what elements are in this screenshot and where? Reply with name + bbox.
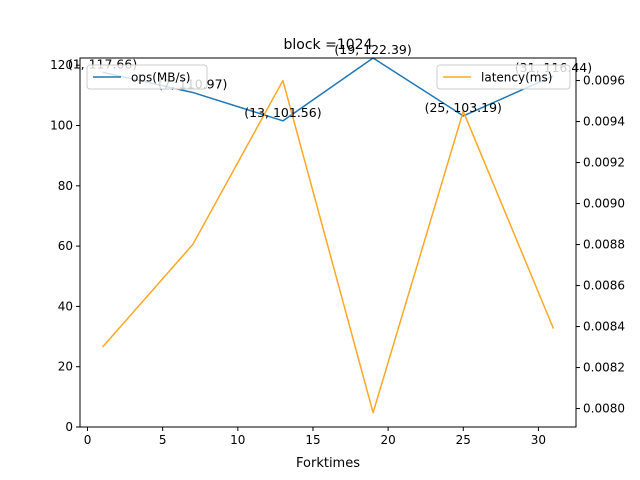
- y-left-tick-label: 60: [58, 239, 73, 253]
- legend-label-2: latency(ms): [481, 71, 552, 85]
- y-left-tick-label: 100: [50, 119, 73, 133]
- point-label: (19, 122.39): [334, 42, 411, 57]
- legend-box-2: [436, 64, 571, 90]
- y-left-tick-label: 120: [50, 58, 73, 72]
- ticks-layer: 0 5 10 15 20 25 30 0 20 40 60 80 100 120 0.0080 0.0082 0…: [50, 58, 625, 447]
- x-tick-label: 25: [456, 433, 471, 447]
- y-left-tick-label: 80: [58, 179, 73, 193]
- point-label: (13, 101.56): [244, 105, 321, 120]
- y-left-tick-label: 0: [65, 420, 73, 434]
- legend-label-1: ops(MB/s): [131, 71, 190, 85]
- y-right-tick-label: 0.0094: [583, 115, 625, 129]
- series-line-2: [101, 79, 555, 414]
- x-tick-label: 15: [305, 433, 320, 447]
- chart-title: block =1024: [284, 37, 373, 53]
- y-right-tick-label: 0.0096: [583, 74, 625, 88]
- y-right-tick-label: 0.0086: [583, 279, 625, 293]
- y-right-tick-label: 0.0088: [583, 238, 625, 252]
- y-left-tick-label: 40: [58, 299, 73, 313]
- y-right-tick-label: 0.0080: [583, 402, 625, 416]
- x-tick-label: 0: [84, 433, 92, 447]
- legend-box-1: [86, 64, 208, 90]
- y-right-tick-label: 0.0084: [583, 320, 625, 334]
- x-axis-title: Forktimes: [296, 456, 360, 471]
- x-tick-label: 30: [531, 433, 546, 447]
- point-label: (25, 103.19): [425, 100, 502, 115]
- y-left-tick-label: 20: [58, 360, 73, 374]
- legend-layer: ops(MB/s) latency(ms): [86, 64, 571, 90]
- y-right-tick-label: 0.0082: [583, 361, 625, 375]
- y-right-tick-label: 0.0090: [583, 197, 625, 211]
- plot-frame: [79, 57, 577, 428]
- x-tick-label: 20: [380, 433, 395, 447]
- x-tick-label: 10: [230, 433, 245, 447]
- y-right-tick-label: 0.0092: [583, 156, 625, 170]
- x-tick-label: 5: [159, 433, 167, 447]
